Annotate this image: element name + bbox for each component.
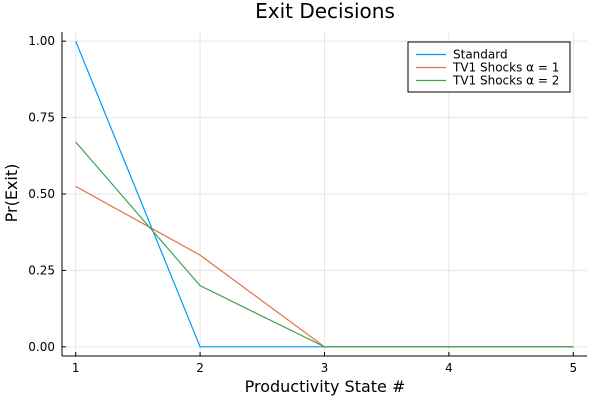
y-tick-label-0: 0.00 — [28, 340, 55, 354]
x-tick-label-1: 2 — [196, 361, 204, 375]
chart-title: Exit Decisions — [255, 0, 395, 23]
x-tick-label-3: 4 — [445, 361, 453, 375]
series-lines — [75, 40, 574, 348]
y-tick-label-3: 0.75 — [28, 111, 55, 125]
x-tick-label-0: 1 — [72, 361, 80, 375]
legend-label-2: TV1 Shocks α = 2 — [452, 74, 559, 88]
y-ticks: 0.00 0.25 0.50 0.75 1.00 — [28, 34, 66, 354]
x-ticks: 1 2 3 4 5 — [72, 352, 577, 375]
x-tick-label-4: 5 — [569, 361, 577, 375]
legend-label-1: TV1 Shocks α = 1 — [452, 61, 559, 75]
legend-label-0: Standard — [453, 48, 508, 62]
y-axis-label: Pr(Exit) — [2, 164, 21, 223]
series-line-2 — [75, 141, 574, 348]
y-tick-label-2: 0.50 — [28, 187, 55, 201]
x-axis-label: Productivity State # — [245, 377, 406, 396]
y-tick-label-4: 1.00 — [28, 34, 55, 48]
x-tick-label-2: 3 — [321, 361, 329, 375]
y-tick-label-1: 0.25 — [28, 263, 55, 277]
